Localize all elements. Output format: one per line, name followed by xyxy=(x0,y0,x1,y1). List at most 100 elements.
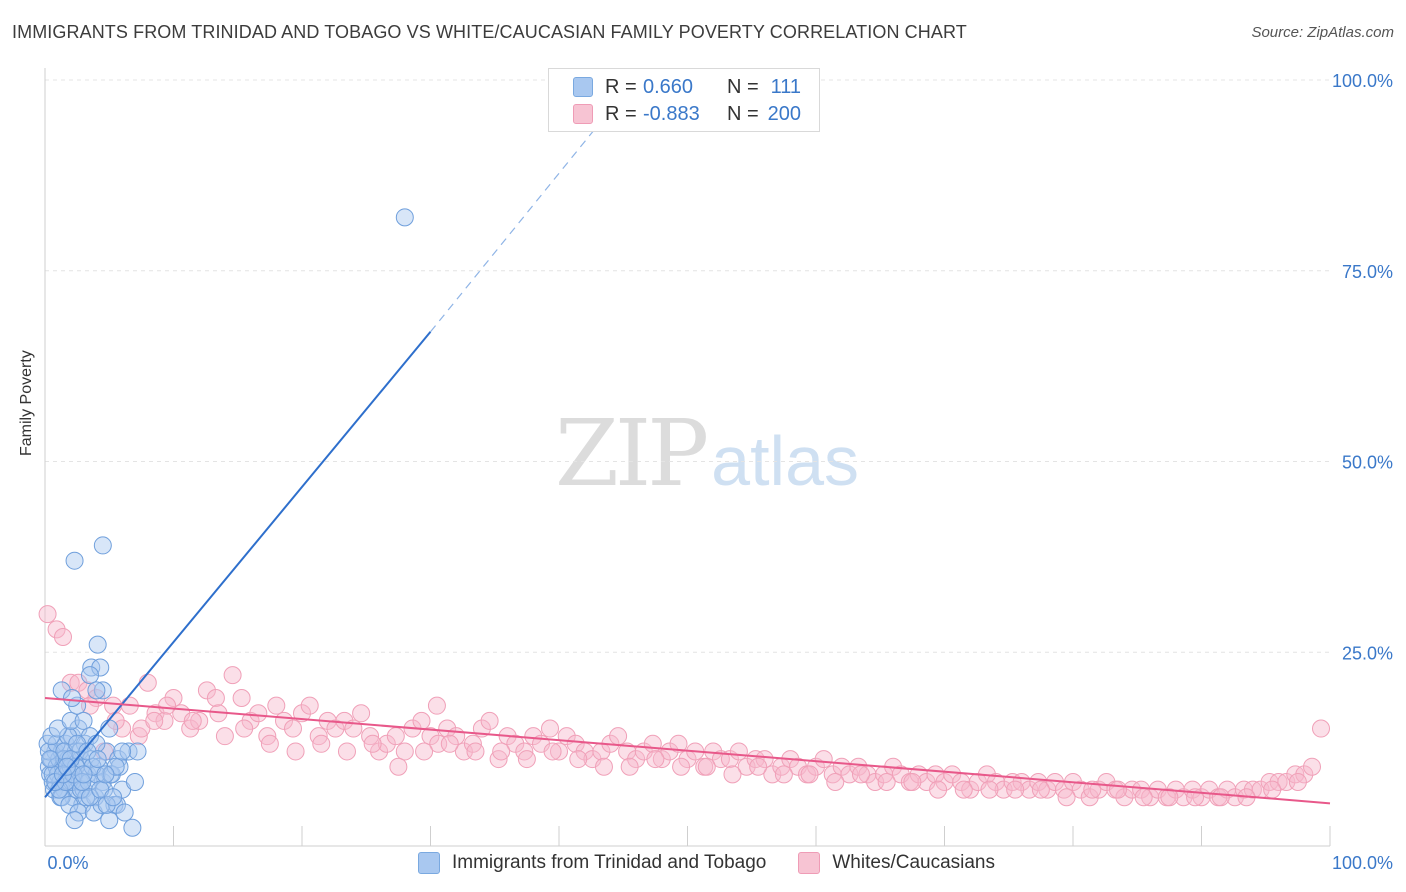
data-point-whites xyxy=(1303,757,1322,776)
legend-n-value: 111 xyxy=(770,75,801,98)
y-tick-label: 50.0% xyxy=(1342,453,1393,473)
data-point-immigrants xyxy=(88,635,107,654)
data-point-whites xyxy=(800,765,819,784)
data-point-whites xyxy=(1115,788,1134,807)
data-point-whites xyxy=(1083,780,1102,799)
data-point-immigrants xyxy=(74,765,93,784)
data-point-immigrants xyxy=(57,757,76,776)
legend-n-value: 200 xyxy=(767,102,801,125)
data-point-whites xyxy=(669,734,688,753)
data-point-whites xyxy=(1031,780,1050,799)
data-point-whites xyxy=(386,727,405,746)
data-point-whites xyxy=(293,704,311,723)
data-point-immigrants xyxy=(71,780,90,799)
data-point-whites xyxy=(1295,765,1314,784)
data-point-whites xyxy=(517,750,536,769)
data-point-whites xyxy=(260,734,279,753)
data-point-whites xyxy=(47,620,66,639)
data-point-whites xyxy=(337,742,356,761)
data-point-whites xyxy=(206,689,225,708)
data-point-whites xyxy=(223,666,242,685)
data-point-immigrants xyxy=(104,788,123,807)
data-point-whites xyxy=(851,765,870,784)
data-point-immigrants xyxy=(100,811,119,830)
legend-row-whites: R = -0.883 N = 200 xyxy=(573,101,801,127)
data-point-immigrants xyxy=(93,681,112,700)
trend-line-whites xyxy=(44,697,1331,805)
data-point-immigrants xyxy=(61,711,80,730)
data-point-whites xyxy=(943,765,962,784)
data-point-whites xyxy=(1263,780,1282,799)
data-point-immigrants xyxy=(62,689,81,708)
data-point-immigrants xyxy=(123,818,142,837)
data-point-whites xyxy=(569,750,588,769)
data-point-whites xyxy=(1312,719,1331,738)
data-point-immigrants xyxy=(73,772,92,791)
data-point-whites xyxy=(697,757,716,776)
data-point-whites xyxy=(427,696,446,715)
data-point-whites xyxy=(352,704,371,723)
data-point-whites xyxy=(113,719,132,738)
data-point-whites xyxy=(723,765,742,784)
data-point-immigrants xyxy=(65,811,84,830)
y-tick-label: 75.0% xyxy=(1342,262,1393,282)
data-point-whites xyxy=(774,765,793,784)
trend-line-immigrants-extension xyxy=(430,125,599,333)
data-point-whites xyxy=(440,734,459,753)
legend-r-value: -0.883 xyxy=(643,102,700,125)
legend-swatch-pink xyxy=(573,104,593,124)
data-point-immigrants xyxy=(106,757,125,776)
axes xyxy=(44,68,1331,847)
trend-lines xyxy=(44,125,1331,805)
chart-title: IMMIGRANTS FROM TRINIDAD AND TOBAGO VS W… xyxy=(12,22,967,42)
legend-row-immigrants: R = 0.660 N = 111 xyxy=(573,74,801,100)
data-point-immigrants xyxy=(80,788,99,807)
data-point-whites xyxy=(1006,780,1025,799)
data-point-whites xyxy=(543,742,562,761)
data-point-whites xyxy=(267,696,286,715)
data-point-whites xyxy=(1057,788,1076,807)
data-point-whites xyxy=(190,711,209,730)
y-tick-label: 25.0% xyxy=(1342,643,1393,663)
data-point-whites xyxy=(235,719,254,738)
series-immigrants-points xyxy=(38,208,414,837)
x-tick-label: 0.0% xyxy=(47,853,88,873)
data-point-whites xyxy=(1108,780,1127,799)
data-point-immigrants xyxy=(128,742,147,761)
data-point-immigrants xyxy=(395,208,414,227)
data-point-immigrants xyxy=(110,757,129,776)
data-point-immigrants xyxy=(42,727,61,746)
data-point-whites xyxy=(903,772,922,791)
data-point-immigrants xyxy=(41,750,60,769)
legend-item-immigrants: Immigrants from Trinidad and Tobago xyxy=(418,852,766,874)
data-point-whites xyxy=(814,750,833,769)
data-point-whites xyxy=(1269,772,1288,791)
data-point-whites xyxy=(1160,788,1179,807)
data-point-whites xyxy=(492,742,511,761)
data-point-whites xyxy=(53,627,72,646)
data-point-immigrants xyxy=(95,780,114,799)
data-point-whites xyxy=(326,719,345,738)
data-point-immigrants xyxy=(100,719,119,738)
data-point-whites xyxy=(1211,788,1230,807)
y-axis-label: Family Poverty xyxy=(18,350,35,456)
data-point-immigrants xyxy=(68,734,87,753)
data-point-whites xyxy=(363,734,382,753)
data-point-whites xyxy=(1288,772,1307,791)
data-point-whites xyxy=(826,772,845,791)
data-point-immigrants xyxy=(97,795,116,814)
data-point-immigrants xyxy=(88,750,107,769)
data-point-immigrants xyxy=(80,666,99,685)
data-point-whites xyxy=(155,711,174,730)
legend-n-label: N = xyxy=(727,75,759,98)
data-point-whites xyxy=(1243,780,1262,799)
legend-r-label: R = xyxy=(605,75,637,98)
data-point-whites xyxy=(749,757,768,776)
data-point-whites xyxy=(480,711,499,730)
data-point-whites xyxy=(395,742,414,761)
data-point-whites xyxy=(627,750,646,769)
data-point-whites xyxy=(566,734,585,753)
watermark: ZIPatlas xyxy=(555,400,859,507)
data-point-whites xyxy=(609,727,628,746)
